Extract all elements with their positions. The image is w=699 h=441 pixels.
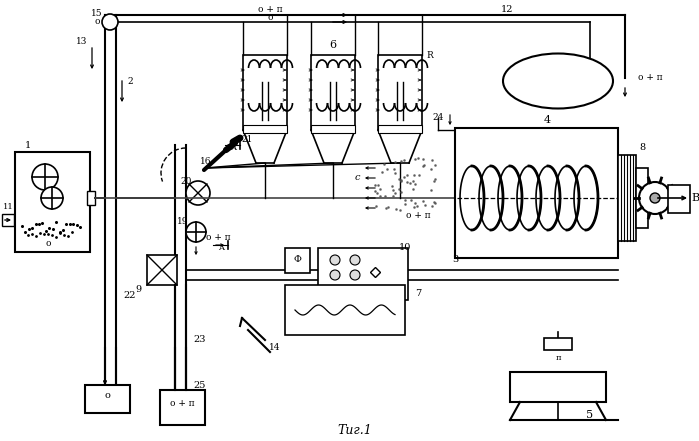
Text: 3: 3: [452, 255, 458, 265]
Text: o: o: [267, 14, 273, 22]
Bar: [510, 372, 606, 402]
Text: o + п: o + п: [637, 74, 663, 82]
Circle shape: [639, 182, 671, 214]
Text: 20: 20: [180, 176, 192, 186]
Text: 25: 25: [194, 381, 206, 389]
Bar: [318, 248, 408, 300]
Bar: [285, 248, 310, 273]
Circle shape: [186, 181, 210, 205]
Bar: [578, 72, 606, 86]
Text: Φ: Φ: [293, 255, 301, 265]
Text: B: B: [691, 193, 699, 203]
Text: c: c: [355, 173, 361, 183]
Bar: [636, 168, 648, 228]
Circle shape: [41, 187, 63, 209]
Text: o + п: o + п: [170, 399, 194, 407]
Circle shape: [186, 222, 206, 242]
Text: 16: 16: [200, 157, 212, 167]
Text: 6: 6: [329, 40, 336, 50]
Text: 21: 21: [241, 135, 252, 145]
Text: 4: 4: [543, 115, 551, 125]
Circle shape: [350, 270, 360, 280]
Bar: [378, 55, 422, 130]
Text: 2: 2: [127, 78, 133, 86]
Bar: [311, 125, 355, 133]
Text: o + п: o + п: [258, 5, 282, 15]
Text: R: R: [426, 51, 433, 60]
Bar: [87, 191, 95, 205]
Text: 10: 10: [399, 243, 411, 253]
Bar: [668, 185, 690, 213]
Bar: [85, 385, 130, 413]
Bar: [243, 55, 287, 130]
Text: 9: 9: [135, 285, 141, 295]
Text: 8: 8: [639, 143, 645, 153]
Bar: [311, 55, 355, 130]
Bar: [243, 125, 287, 133]
Bar: [618, 155, 636, 241]
Bar: [285, 285, 405, 335]
Text: A: A: [218, 244, 224, 252]
Bar: [544, 338, 572, 350]
Bar: [147, 255, 177, 285]
Bar: [2, 214, 14, 226]
Circle shape: [330, 270, 340, 280]
Bar: [160, 390, 205, 425]
Text: o: o: [45, 239, 51, 247]
Text: 13: 13: [76, 37, 87, 46]
Text: Τиг.1: Τиг.1: [338, 423, 373, 437]
Bar: [15, 152, 90, 252]
Text: 11: 11: [3, 203, 13, 211]
Text: o: o: [94, 18, 100, 26]
Text: 5: 5: [586, 410, 593, 420]
Ellipse shape: [503, 53, 613, 108]
Text: o + п: o + п: [206, 233, 231, 243]
Bar: [455, 128, 618, 258]
Circle shape: [32, 164, 58, 190]
Circle shape: [102, 14, 118, 30]
Text: A: A: [230, 144, 236, 152]
Circle shape: [650, 193, 660, 203]
Text: 15: 15: [91, 8, 103, 18]
Text: 7: 7: [415, 288, 421, 298]
Circle shape: [350, 255, 360, 265]
Text: 1: 1: [25, 141, 31, 149]
Text: o + п: o + п: [405, 210, 431, 220]
Text: 19: 19: [178, 217, 189, 227]
Text: 23: 23: [194, 336, 206, 344]
Bar: [378, 125, 422, 133]
Text: п: п: [555, 354, 561, 362]
Text: 14: 14: [269, 344, 281, 352]
Text: 22: 22: [124, 291, 136, 299]
Text: 24: 24: [432, 113, 444, 123]
Circle shape: [330, 255, 340, 265]
Text: 12: 12: [500, 5, 513, 15]
Text: o: o: [104, 390, 110, 400]
